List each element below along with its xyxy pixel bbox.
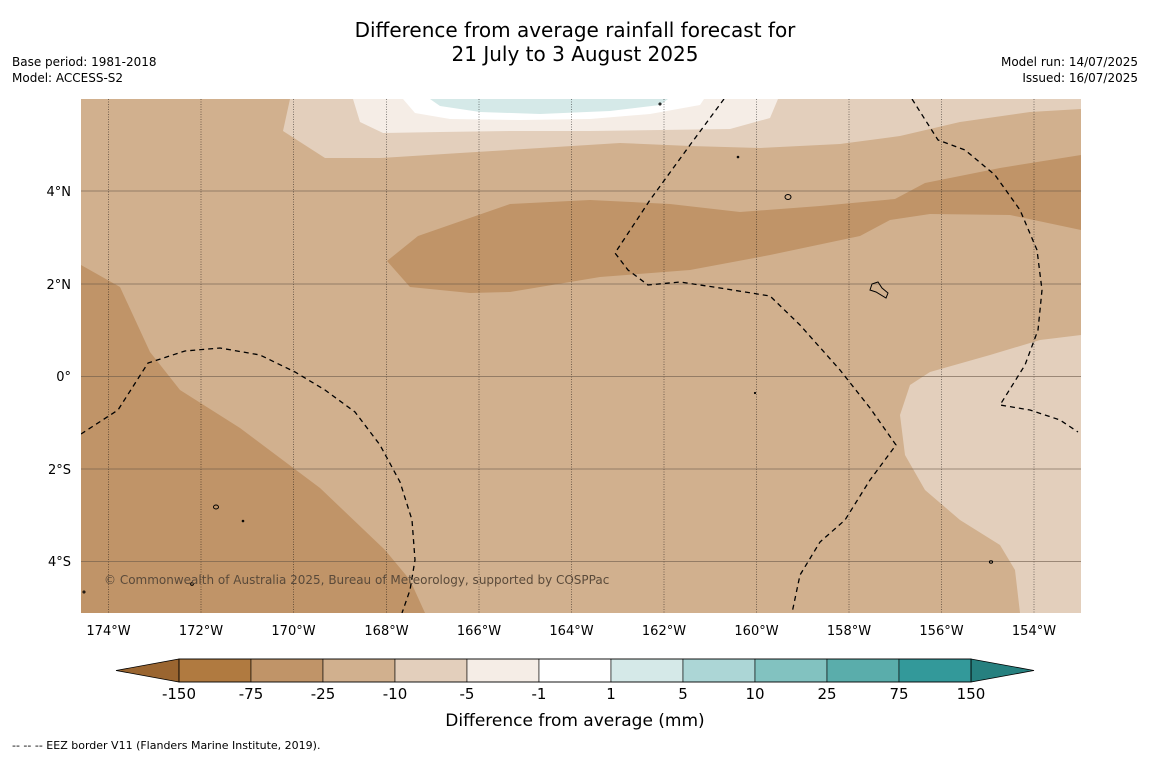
colorbar-segment [682, 658, 756, 683]
island-south-east [988, 560, 994, 564]
lon-label-172w: 172°W [179, 624, 223, 639]
colorbar-tick-label: 1 [606, 685, 616, 703]
colorbar-segments [178, 658, 972, 683]
island-corner [82, 590, 86, 594]
lon-label-156w: 156°W [919, 624, 963, 639]
lon-label-164w: 164°W [549, 624, 593, 639]
island-teraina [784, 194, 792, 200]
lon-label-166w: 166°W [457, 624, 501, 639]
model-run: Model run: 14/07/2025 [1000, 55, 1138, 69]
colorbar-segment [178, 658, 252, 683]
colorbar-segment [538, 658, 612, 683]
islands [82, 102, 994, 594]
lat-label-4s: 4°S [48, 555, 71, 570]
island-kiritimati [869, 281, 889, 299]
colorbar-segment [466, 658, 540, 683]
colorbar-extend-high [970, 658, 1035, 683]
contour-positive-top [430, 99, 668, 114]
lon-label-170w: 170°W [271, 624, 315, 639]
lon-label-154w: 154°W [1012, 624, 1056, 639]
colorbar-segment [610, 658, 684, 683]
island-howland [213, 504, 219, 510]
colorbar-tick-label: -150 [162, 685, 196, 703]
copyright-notice: © Commonwealth of Australia 2025, Bureau… [104, 573, 609, 587]
colorbar-tick-label: -10 [383, 685, 408, 703]
eez-borders [81, 99, 1079, 613]
colorbar-title: Difference from average (mm) [445, 711, 704, 731]
model-name: Model: ACCESS-S2 [12, 71, 124, 85]
longitude-gridlines [108, 99, 1035, 613]
title-line-2: 21 July to 3 August 2025 [451, 42, 699, 66]
colorbar-tick-label: 75 [889, 685, 908, 703]
eez-border-central [614, 99, 897, 613]
island-jarvis [753, 391, 757, 395]
base-period: Base period: 1981-2018 [12, 55, 157, 69]
lat-label-2s: 2°S [48, 463, 71, 478]
meta-right: Model run: 14/07/2025 Issued: 16/07/2025 [1001, 54, 1138, 86]
colorbar-tick-label: -75 [239, 685, 264, 703]
colorbar-tick-label: 10 [745, 685, 764, 703]
island-small [736, 155, 740, 159]
contour-dry-band-north [387, 155, 1081, 293]
contour-dry-southwest [81, 265, 425, 613]
colorbar-tick-label: -1 [532, 685, 547, 703]
island-baker [241, 519, 245, 523]
lat-label-0: 0° [56, 370, 71, 385]
colorbar-tick-label: 25 [817, 685, 836, 703]
colorbar-tick-label: -5 [460, 685, 475, 703]
contour-light-southeast [900, 335, 1081, 613]
issued-date: Issued: 16/07/2025 [1022, 71, 1138, 85]
lat-label-2n: 2°N [47, 278, 72, 293]
latitude-labels: 4°N 2°N 0° 2°S 4°S [47, 185, 72, 570]
title-line-1: Difference from average rainfall forecas… [354, 18, 796, 42]
map-title: Difference from average rainfall forecas… [0, 18, 1150, 66]
lat-label-4n: 4°N [47, 185, 72, 200]
eez-border-east [911, 99, 1079, 433]
colorbar-frame [178, 658, 972, 683]
eez-border-west [81, 347, 416, 613]
meta-left: Base period: 1981-2018 Model: ACCESS-S2 [12, 54, 157, 86]
colorbar-tick-label: 5 [678, 685, 688, 703]
lon-label-174w: 174°W [86, 624, 130, 639]
eez-footnote: -- -- -- EEZ border V11 (Flanders Marine… [12, 739, 321, 752]
colorbar-tick-labels: -150 -75 -25 -10 -5 -1 1 5 10 25 75 150 [162, 685, 985, 703]
colorbar-segment [250, 658, 324, 683]
lon-label-158w: 158°W [827, 624, 871, 639]
colorbar-segment [322, 658, 396, 683]
lon-label-160w: 160°W [734, 624, 778, 639]
colorbar-segment [754, 658, 828, 683]
colorbar: -150 -75 -25 -10 -5 -1 1 5 10 25 75 150 Difference … [115, 658, 1035, 731]
longitude-labels: 174°W 172°W 170°W 168°W 166°W 164°W 162°… [86, 624, 1056, 639]
colorbar-segment [898, 658, 972, 683]
lon-label-168w: 168°W [364, 624, 408, 639]
map-figure: © Commonwealth of Australia 2025, Bureau… [47, 99, 1081, 731]
colorbar-tick-label: 150 [957, 685, 986, 703]
colorbar-segment [394, 658, 468, 683]
latitude-gridlines [81, 190, 1081, 562]
colorbar-tick-label: -25 [311, 685, 336, 703]
island-north [658, 102, 662, 106]
rainfall-contour-map: © Commonwealth of Australia 2025, Bureau… [81, 99, 1081, 613]
colorbar-segment [826, 658, 900, 683]
island-south-west [190, 582, 194, 586]
colorbar-extend-low [115, 658, 180, 683]
lon-label-162w: 162°W [642, 624, 686, 639]
